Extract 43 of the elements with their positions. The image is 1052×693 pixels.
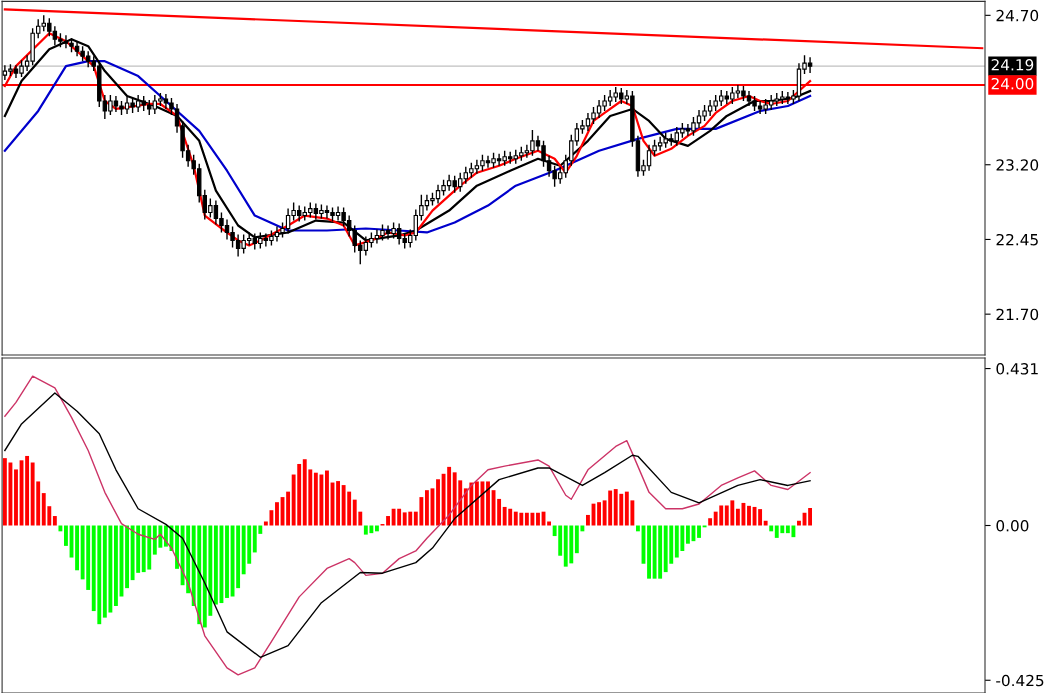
- ref-line-label: 24.19: [991, 59, 1034, 71]
- bar: [75, 525, 80, 571]
- y-tick-label: 0.00: [996, 519, 1029, 532]
- bar: [386, 516, 390, 526]
- y-tick-label: 23.20: [996, 159, 1039, 171]
- y-tick-label: 21.70: [996, 308, 1039, 321]
- bar: [586, 514, 590, 526]
- bar: [708, 518, 713, 526]
- y-tick-label: 24.70: [996, 9, 1039, 22]
- y-tick-label: 22.45: [996, 233, 1038, 246]
- bar: [336, 481, 341, 526]
- bar: [374, 525, 379, 532]
- bar: [536, 512, 540, 526]
- bar: [114, 525, 118, 606]
- bar: [769, 525, 774, 532]
- bar: [64, 525, 68, 546]
- bar: [597, 502, 601, 526]
- bar: [213, 525, 218, 605]
- bar: [52, 516, 57, 526]
- bar: [424, 490, 429, 526]
- bar: [474, 481, 479, 526]
- bar: [758, 509, 763, 526]
- bar: [697, 525, 701, 538]
- bar: [14, 469, 18, 526]
- bar: [747, 505, 751, 526]
- ref-line-label: 24.00: [991, 77, 1034, 90]
- bar: [808, 508, 813, 526]
- bar: [635, 525, 640, 532]
- bar: [685, 525, 690, 544]
- bar: [647, 525, 651, 579]
- bar: [275, 502, 279, 526]
- y-tick-label: 0.431: [996, 363, 1038, 375]
- bar: [225, 525, 229, 598]
- bar: [325, 470, 329, 526]
- bar: [286, 491, 291, 526]
- bar: [547, 521, 552, 526]
- bar: [497, 498, 502, 526]
- bar: [125, 525, 129, 589]
- bar: [25, 455, 30, 526]
- bar: [58, 525, 63, 532]
- y-tick-label: -0.425: [996, 674, 1044, 687]
- bar: [486, 481, 490, 526]
- bar: [436, 479, 440, 526]
